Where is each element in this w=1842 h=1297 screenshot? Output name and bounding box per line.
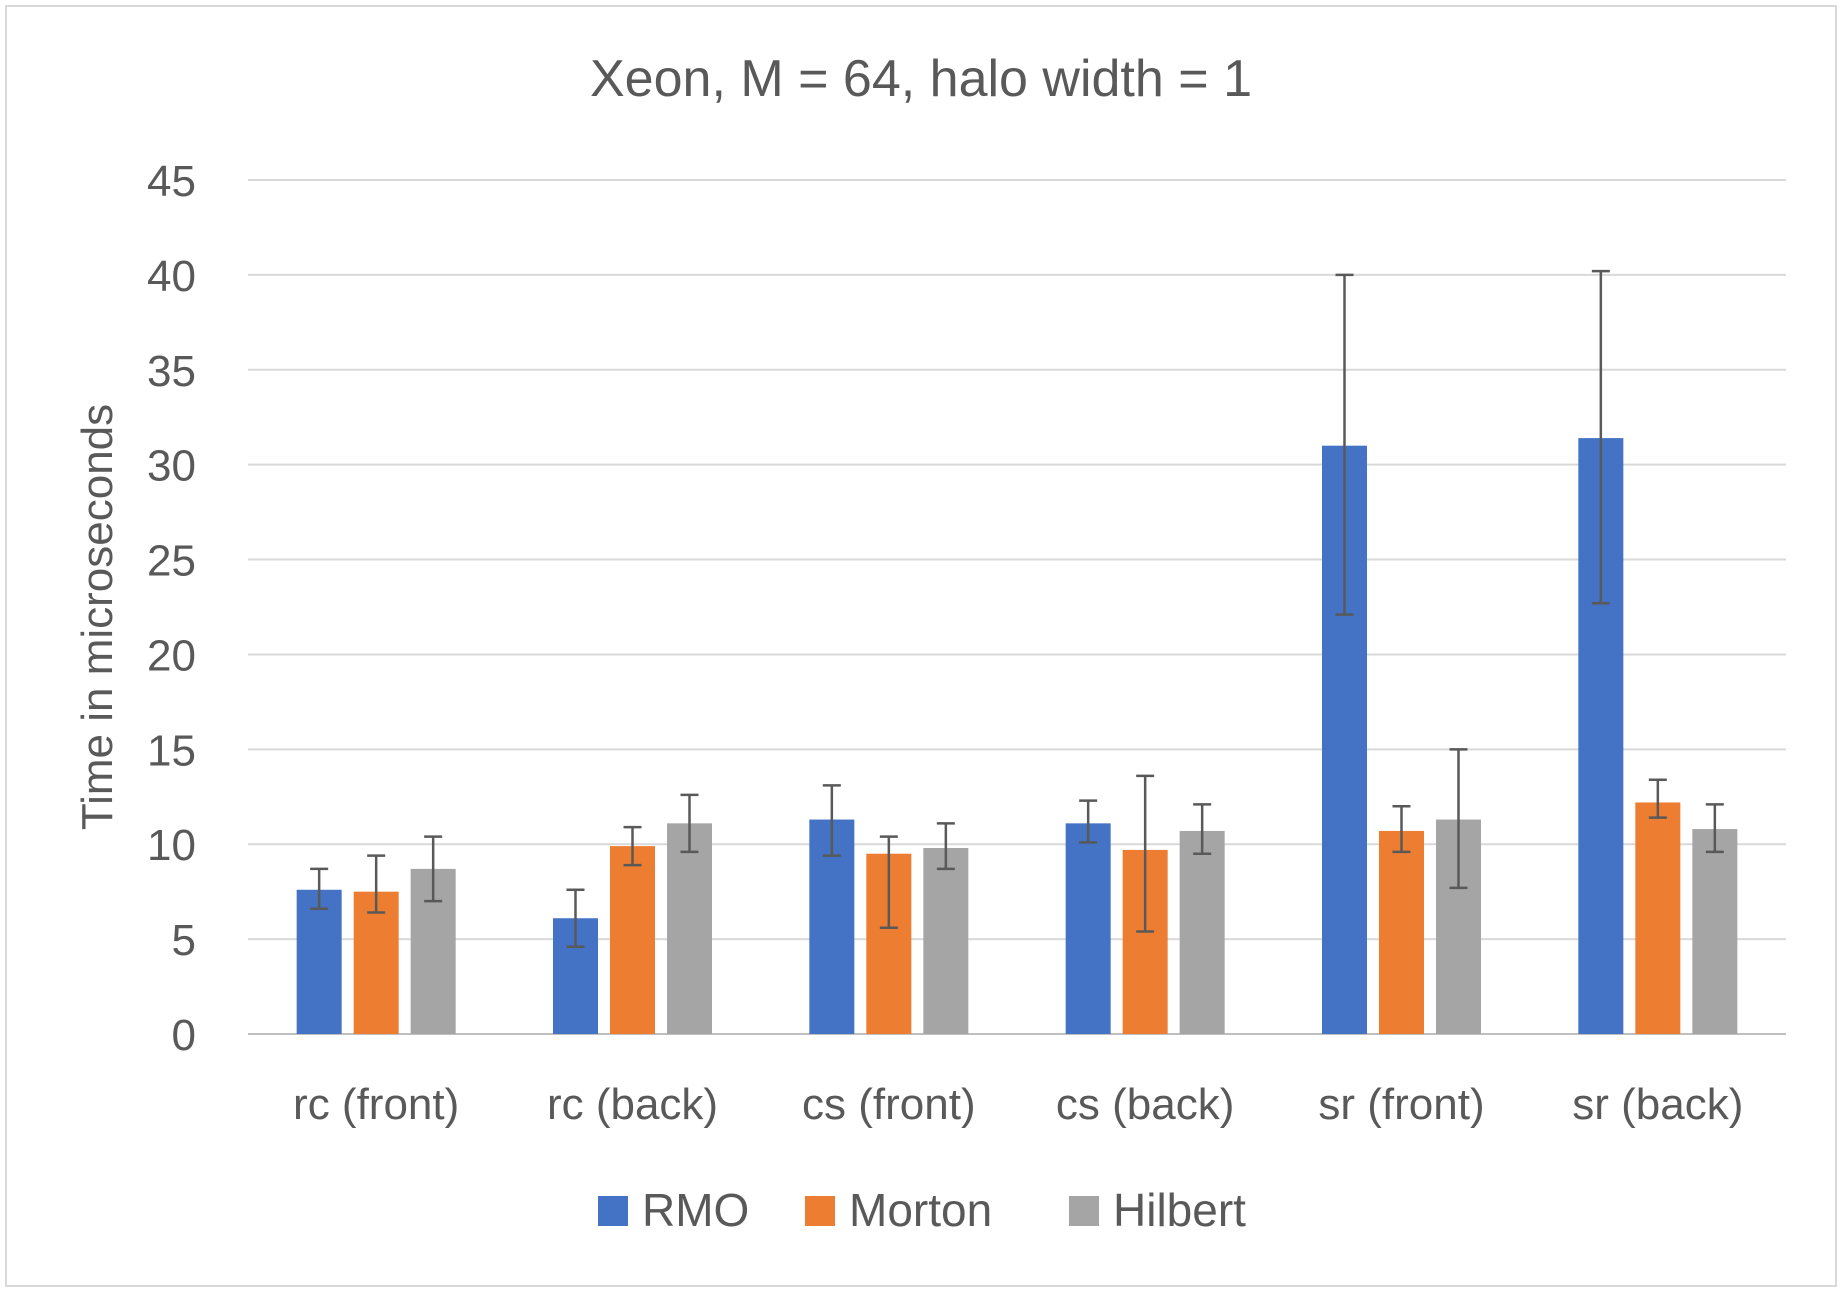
error-bar (1449, 748, 1468, 890)
x-tick-label: cs (front) (802, 1080, 976, 1129)
bar-hilbert (1692, 829, 1738, 1034)
y-tick-label: 35 (147, 347, 196, 396)
error-bar (822, 784, 841, 857)
error-bar (1335, 273, 1354, 616)
y-tick-label: 45 (147, 157, 196, 206)
legend-item-hilbert: Hilbert (1069, 1184, 1246, 1236)
error-bar (1079, 799, 1098, 844)
x-tick-label: cs (back) (1056, 1080, 1234, 1129)
error-bar (566, 888, 585, 948)
gridlines (248, 179, 1786, 1035)
legend-item-rmo: RMO (598, 1184, 749, 1236)
legend-label: RMO (642, 1184, 749, 1236)
error-bar (1193, 803, 1212, 855)
y-tick-label: 40 (147, 252, 196, 301)
chart-title: Xeon, M = 64, halo width = 1 (590, 50, 1252, 108)
x-tick-label: sr (back) (1572, 1080, 1743, 1129)
error-bar (1136, 774, 1155, 933)
y-tick-label: 0 (172, 1011, 196, 1060)
bar-rmo (1065, 823, 1111, 1034)
legend-swatch (1069, 1196, 1099, 1226)
error-bar (1392, 805, 1411, 854)
y-tick-label: 20 (147, 631, 196, 680)
y-tick-label: 25 (147, 537, 196, 586)
error-bar (367, 854, 386, 914)
error-bar (680, 793, 699, 854)
error-bars (310, 269, 1724, 948)
bar-rmo (296, 889, 342, 1034)
legend-swatch (598, 1196, 628, 1226)
legend-label: Morton (849, 1184, 992, 1236)
x-tick-labels: rc (front) rc (back) cs (front) cs (back) sr… (293, 1080, 1743, 1129)
bar-morton (1635, 802, 1681, 1034)
x-tick-label: rc (back) (547, 1080, 718, 1129)
chart-border (5, 5, 1837, 1287)
bar-hilbert (1179, 830, 1225, 1034)
y-tick-label: 15 (147, 726, 196, 775)
y-tick-label: 5 (172, 916, 196, 965)
bar-morton (610, 846, 655, 1034)
error-bar (1705, 803, 1724, 854)
bar-morton (353, 891, 399, 1034)
error-bar (1591, 269, 1610, 605)
error-bar (424, 835, 443, 903)
legend-label: Hilbert (1113, 1184, 1246, 1236)
x-tick-label: sr (front) (1318, 1080, 1484, 1129)
legend-swatch (805, 1196, 835, 1226)
error-bar (879, 835, 898, 929)
bar-hilbert (667, 823, 712, 1034)
y-tick-label: 10 (147, 821, 196, 870)
y-axis-label: Time in microseconds (73, 404, 122, 830)
error-bar (1648, 778, 1667, 819)
bar-hilbert (923, 848, 969, 1034)
legend: RMO Morton Hilbert (598, 1184, 1246, 1236)
error-bar (936, 822, 955, 871)
error-bar (623, 825, 642, 867)
legend-item-morton: Morton (805, 1184, 992, 1236)
x-tick-label: rc (front) (293, 1080, 459, 1129)
y-tick-labels: 0 5 10 15 20 25 30 35 40 45 (147, 157, 196, 1060)
bar-morton (1379, 830, 1424, 1034)
y-tick-label: 30 (147, 442, 196, 491)
error-bar (310, 867, 329, 910)
